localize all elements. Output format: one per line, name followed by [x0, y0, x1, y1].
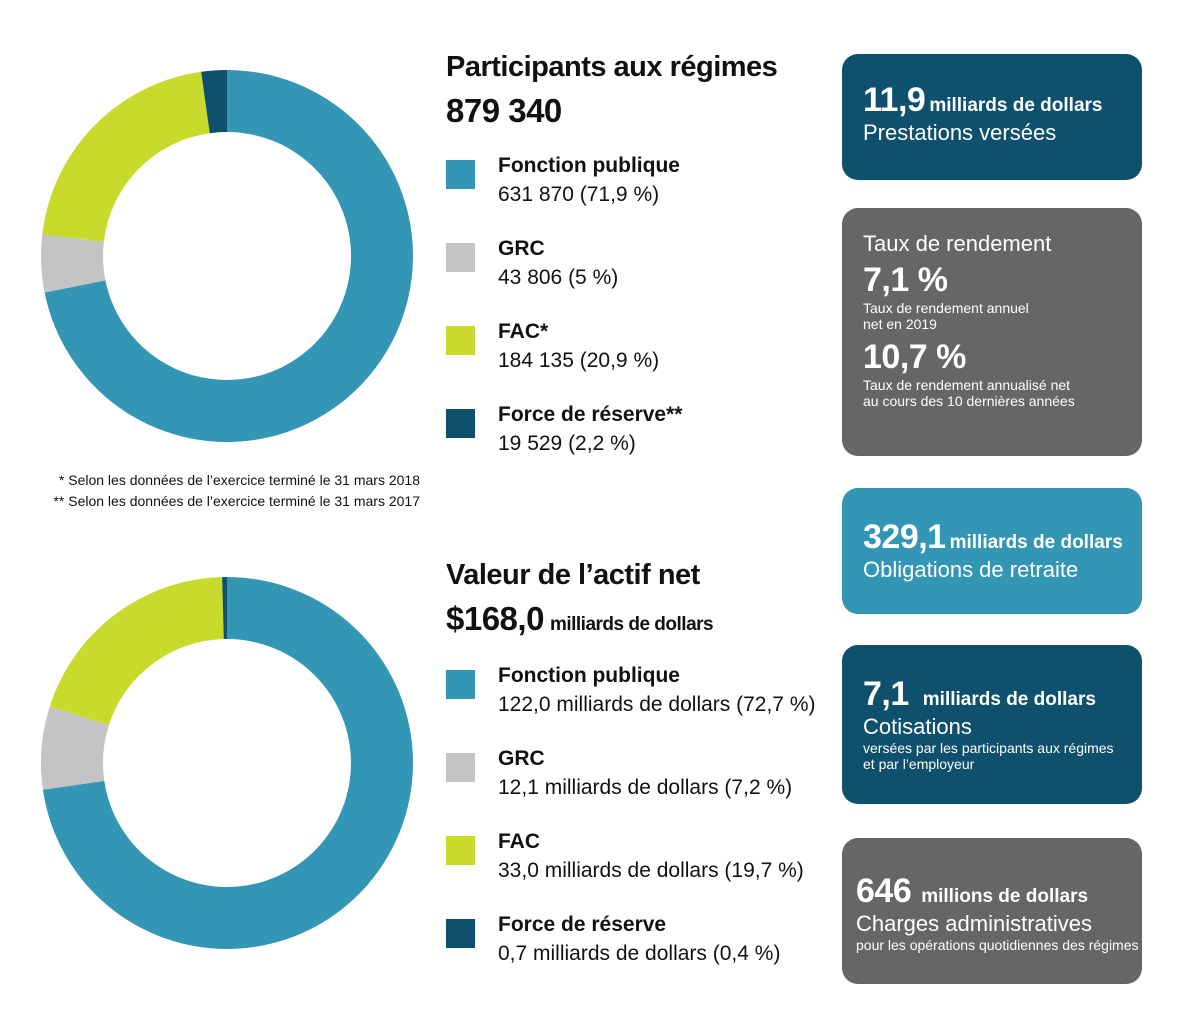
footnote: ** Selon les données de l’exercice termi… — [53, 493, 420, 509]
legend-item-caf: FAC 33,0 milliards de dollars (19,7 %) — [446, 828, 836, 911]
contributions-card: 7,1 milliards de dollars Cotisations vers… — [842, 645, 1142, 804]
legend-swatch — [446, 408, 475, 438]
legend-label: GRC — [498, 746, 545, 770]
legend-swatch — [446, 242, 475, 272]
legend-item-rcmp: GRC 43 806 (5 %) — [446, 235, 826, 318]
footnotes: * Selon les données de l’exercice termin… — [40, 470, 420, 512]
admin-costs-card: 646 millions de dollars Charges administr… — [842, 838, 1142, 984]
annual-return-desc-1: Taux de rendement annuel — [863, 300, 1029, 316]
members-legend: Fonction publique 631 870 (71,9 %) GRC 4… — [446, 152, 826, 484]
legend-swatch — [446, 325, 475, 355]
benefits-value: 11,9 — [863, 81, 926, 119]
legend-label: FAC — [498, 829, 540, 853]
returns-heading: Taux de rendement — [863, 231, 1052, 256]
members-section: Participants aux régimes 879 340 Fonctio… — [446, 51, 826, 484]
admin-value: 646 — [856, 872, 912, 910]
ten-year-return-desc-1: Taux de rendement annualisé net — [863, 377, 1071, 393]
legend-label: Force de réserve** — [498, 402, 683, 426]
legend-item-public-service: Fonction publique 631 870 (71,9 %) — [446, 152, 826, 235]
donut-slice-reserve — [201, 70, 227, 134]
legend-item-caf: FAC* 184 135 (20,9 %) — [446, 318, 826, 401]
benefits-label: Prestations versées — [863, 120, 1057, 145]
ten-year-return-value: 10,7 % — [863, 338, 966, 376]
ten-year-return-desc-2: au cours des 10 dernières années — [863, 393, 1075, 409]
legend-value: 631 870 (71,9 %) — [498, 182, 660, 206]
legend-item-rcmp: GRC 12,1 milliards de dollars (7,2 %) — [446, 745, 836, 828]
legend-swatch — [446, 918, 475, 948]
admin-unit: millions de dollars — [921, 886, 1089, 907]
legend-value: 43 806 (5 %) — [498, 265, 619, 289]
contributions-label: Cotisations — [863, 714, 972, 739]
legend-swatch — [446, 835, 475, 865]
obligations-card: 329,1 milliards de dollars Obligations de… — [842, 488, 1142, 614]
legend-label: GRC — [498, 236, 545, 260]
members-donut-chart — [41, 70, 414, 442]
contributions-value: 7,1 — [863, 675, 909, 713]
contributions-unit: milliards de dollars — [922, 689, 1096, 710]
obligations-unit: milliards de dollars — [949, 532, 1123, 553]
legend-label: Force de réserve — [498, 912, 667, 936]
admin-label: Charges administratives — [856, 911, 1092, 936]
legend-swatch — [446, 669, 475, 699]
obligations-value: 329,1 — [863, 518, 946, 556]
legend-swatch — [446, 752, 475, 782]
benefits-card: 11,9 milliards de dollars Prestations ver… — [842, 54, 1142, 180]
contributions-desc-2: et par l’employeur — [863, 756, 975, 772]
annual-return-desc-2: net en 2019 — [863, 316, 937, 332]
legend-item-reserve: Force de réserve 0,7 milliards de dollar… — [446, 911, 836, 994]
legend-label: Fonction publique — [498, 153, 680, 177]
members-total: 879 340 — [446, 91, 562, 129]
legend-value: 19 529 (2,2 %) — [498, 431, 636, 455]
legend-value: 0,7 milliards de dollars (0,4 %) — [498, 941, 781, 965]
donut-slice-caf — [49, 577, 224, 726]
legend-item-reserve: Force de réserve** 19 529 (2,2 %) — [446, 401, 826, 484]
donut-slice-public-service — [44, 70, 414, 442]
benefits-unit: milliards de dollars — [929, 95, 1103, 116]
assets-legend: Fonction publique 122,0 milliards de dol… — [446, 662, 836, 994]
admin-desc: pour les opérations quotidiennes des rég… — [856, 937, 1139, 953]
footnote: * Selon les données de l’exercice termin… — [58, 472, 420, 488]
legend-value: 12,1 milliards de dollars (7,2 %) — [498, 775, 793, 799]
assets-total: $168,0 milliards de dollars — [446, 599, 714, 637]
assets-title: Valeur de l’actif net — [446, 559, 700, 591]
legend-label: Fonction publique — [498, 663, 680, 687]
returns-card: Taux de rendement 7,1 % Taux de rendemen… — [842, 208, 1142, 456]
assets-section: Valeur de l’actif net $168,0 milliards de… — [446, 559, 836, 994]
contributions-desc-1: versées par les participants aux régimes — [863, 740, 1114, 756]
donut-slice-caf — [42, 71, 210, 242]
legend-value: 184 135 (20,9 %) — [498, 348, 660, 372]
donut-slice-public-service — [42, 577, 414, 949]
donut-slice-reserve — [222, 577, 227, 640]
legend-value: 122,0 milliards de dollars (72,7 %) — [498, 692, 816, 716]
legend-value: 33,0 milliards de dollars (19,7 %) — [498, 858, 804, 882]
members-title: Participants aux régimes — [446, 51, 778, 83]
legend-item-public-service: Fonction publique 122,0 milliards de dol… — [446, 662, 836, 745]
annual-return-value: 7,1 % — [863, 261, 948, 299]
donut-slice-rcmp — [40, 706, 109, 790]
donut-slice-rcmp — [41, 234, 106, 293]
legend-swatch — [446, 159, 475, 189]
obligations-label: Obligations de retraite — [863, 557, 1079, 582]
legend-label: FAC* — [498, 319, 549, 343]
assets-donut-chart — [40, 577, 414, 949]
